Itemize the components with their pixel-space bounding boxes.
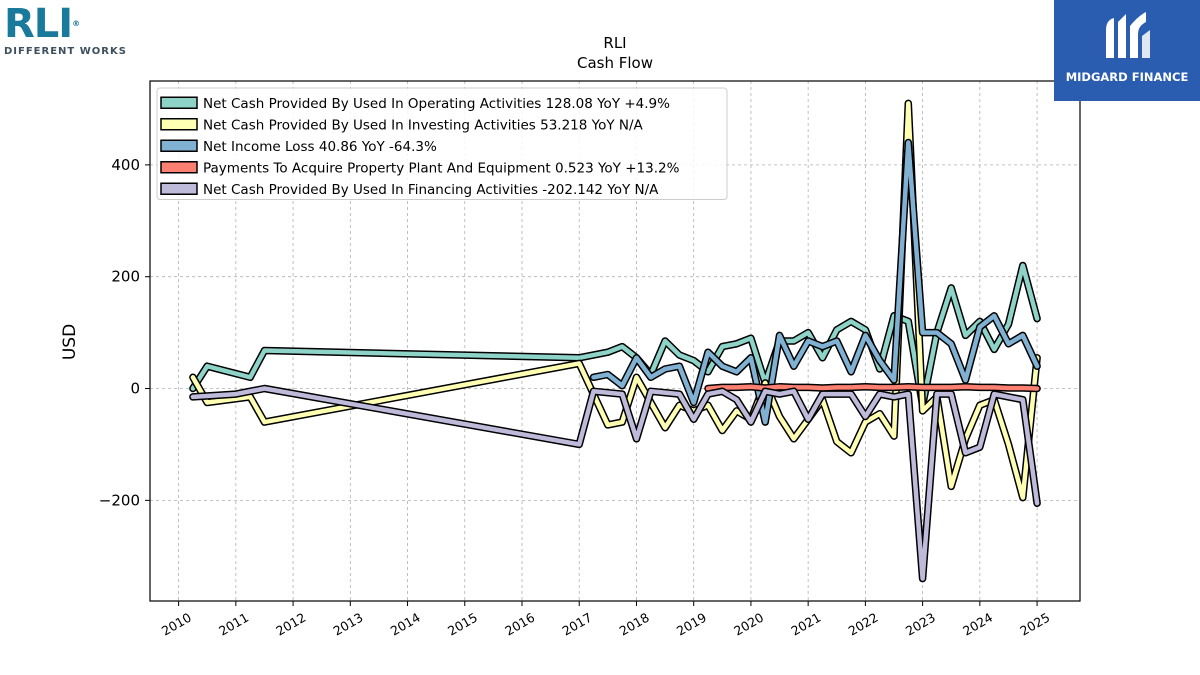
x-tick-label: 2018: [617, 610, 652, 639]
series-stroke-2: [591, 140, 1040, 425]
legend-label: Payments To Acquire Property Plant And E…: [203, 160, 680, 176]
x-tick-label: 2022: [846, 610, 881, 639]
x-tick-label: 2011: [216, 610, 251, 639]
y-tick-label: 400: [111, 156, 140, 174]
chart-title: RLI: [603, 34, 626, 52]
legend-swatch: [160, 139, 198, 152]
legend-item-0: Net Cash Provided By Used In Operating A…: [160, 96, 670, 112]
legend: Net Cash Provided By Used In Operating A…: [156, 87, 728, 200]
legend-swatch: [160, 118, 198, 131]
registered-mark: ®: [72, 19, 80, 28]
chart-subtitle: Cash Flow: [577, 54, 653, 72]
midgard-emblem-icon: [1106, 12, 1150, 58]
x-tick-label: 2023: [903, 610, 938, 639]
legend-item-4: Net Cash Provided By Used In Financing A…: [160, 182, 659, 198]
legend-swatch: [160, 161, 198, 174]
x-tick-label: 2017: [559, 610, 594, 639]
x-tick-label: 2013: [331, 610, 366, 639]
x-tick-label: 2015: [445, 610, 480, 639]
x-tick-label: 2020: [731, 610, 766, 639]
y-tick-label: 200: [111, 268, 140, 286]
midgard-finance-wordmark: MIDGARD FINANCE: [1065, 70, 1189, 84]
legend-swatch: [160, 182, 198, 195]
legend-label: Net Income Loss 40.86 YoY -64.3%: [203, 139, 437, 155]
x-tick-label: 2024: [960, 610, 995, 639]
x-tick-label: 2014: [388, 610, 423, 639]
legend-label: Net Cash Provided By Used In Operating A…: [203, 96, 670, 112]
series-layer: [189, 99, 1041, 583]
x-tick-label: 2019: [674, 610, 709, 639]
x-tick-label: 2010: [159, 610, 194, 639]
series-stroke-4: [190, 386, 1040, 581]
rli-tagline: DIFFERENT WORKS: [4, 46, 127, 57]
y-tick-label: −200: [99, 491, 140, 509]
midgard-finance-logo: MIDGARD FINANCE: [1054, 0, 1200, 101]
series-line-1: [189, 99, 1041, 502]
legend-label: Net Cash Provided By Used In Investing A…: [203, 117, 644, 133]
rli-logo: RLI® DIFFERENT WORKS: [4, 4, 134, 60]
legend-item-2: Net Income Loss 40.86 YoY -64.3%: [160, 139, 437, 155]
x-tick-label: 2012: [273, 610, 308, 639]
rli-logo-wordmark: RLI: [4, 1, 73, 47]
x-tick-label: 2025: [1017, 610, 1052, 639]
series-stroke-0: [190, 263, 1040, 408]
legend-frame: [156, 87, 728, 200]
legend-label: Net Cash Provided By Used In Financing A…: [203, 182, 659, 198]
series-line-0: [189, 261, 1041, 410]
series-stroke-3: [705, 384, 1040, 391]
legend-item-3: Payments To Acquire Property Plant And E…: [160, 160, 680, 176]
plot-frame: [149, 80, 1081, 602]
y-tick-label: 0: [130, 380, 140, 398]
x-tick-label: 2021: [788, 610, 823, 639]
x-tick-label: 2016: [502, 610, 537, 639]
legend-swatch: [160, 96, 198, 109]
series-line-2: [589, 138, 1041, 426]
y-axis-label: USD: [60, 324, 80, 360]
legend-item-1: Net Cash Provided By Used In Investing A…: [160, 117, 644, 133]
series-line-3: [704, 383, 1041, 393]
series-line-4: [189, 384, 1041, 583]
series-stroke-1: [190, 101, 1040, 500]
